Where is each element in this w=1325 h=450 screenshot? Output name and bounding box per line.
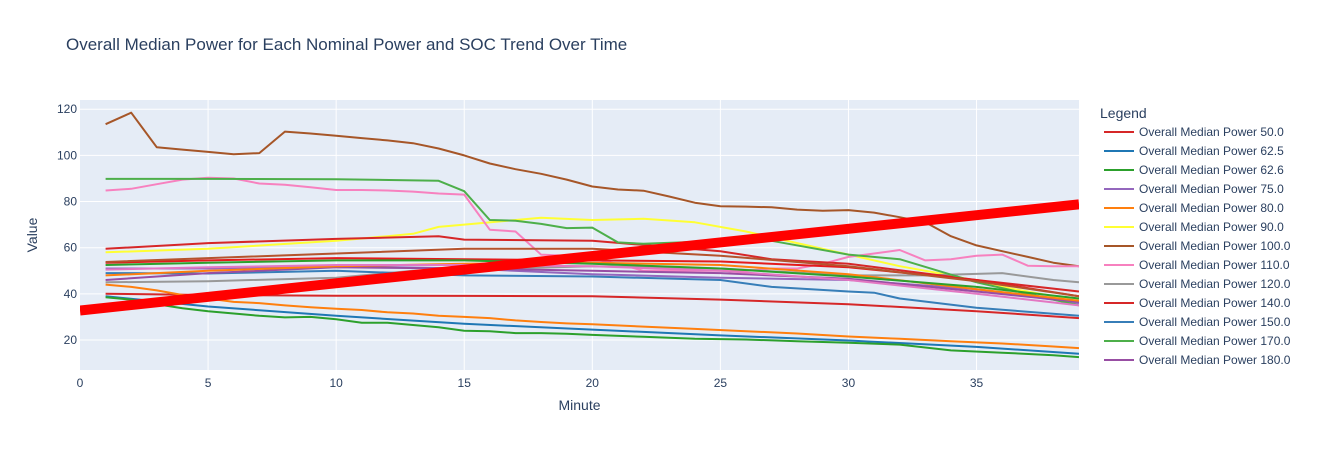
- legend-entry[interactable]: Overall Median Power 62.5: [1139, 144, 1284, 158]
- legend-entry[interactable]: Overall Median Power 75.0: [1139, 182, 1284, 196]
- y-tick-label: 40: [64, 287, 78, 301]
- legend-entry[interactable]: Overall Median Power 50.0: [1139, 125, 1284, 139]
- legend-entry[interactable]: Overall Median Power 110.0: [1139, 258, 1290, 272]
- series-line-10: [105, 269, 1079, 317]
- legend-entry[interactable]: Overall Median Power 150.0: [1139, 315, 1291, 329]
- x-tick-label: 25: [714, 376, 728, 390]
- series-line-2: [105, 296, 1079, 359]
- legend-entry[interactable]: Overall Median Power 100.0: [1139, 239, 1291, 253]
- plot-background: [80, 100, 1079, 370]
- legend-entry[interactable]: Overall Median Power 140.0: [1139, 296, 1291, 310]
- x-tick-label: 5: [205, 376, 212, 390]
- y-ticks: 20 40 60 80 100 120: [57, 102, 77, 347]
- series-line-3: [105, 265, 1079, 305]
- series-line-18: [80, 199, 1079, 316]
- series-lines: [80, 111, 1079, 359]
- series-line-17: [105, 264, 1079, 307]
- y-axis-title: Value: [24, 217, 40, 252]
- x-tick-label: 35: [970, 376, 984, 390]
- series-line-5: [105, 216, 1079, 300]
- y-tick-label: 80: [64, 195, 78, 209]
- legend: Overall Median Power 50.0 Overall Median …: [1104, 125, 1291, 367]
- x-tick-label: 20: [586, 376, 600, 390]
- x-tick-label: 10: [329, 376, 343, 390]
- x-axis-title: Minute: [558, 397, 600, 413]
- series-line-4: [105, 283, 1079, 350]
- series-line-16: [105, 259, 1079, 300]
- legend-entry[interactable]: Overall Median Power 170.0: [1139, 334, 1291, 348]
- y-tick-label: 20: [64, 333, 78, 347]
- y-tick-label: 100: [57, 148, 77, 162]
- legend-entry[interactable]: Overall Median Power 180.0: [1139, 353, 1291, 367]
- series-line-12: [105, 266, 1079, 303]
- legend-entry[interactable]: Overall Median Power 90.0: [1139, 220, 1284, 234]
- x-tick-label: 30: [842, 376, 856, 390]
- series-line-11: [105, 177, 1079, 307]
- series-line-1: [105, 295, 1079, 355]
- x-tick-label: 15: [458, 376, 472, 390]
- legend-entry[interactable]: Overall Median Power 120.0: [1139, 277, 1291, 291]
- series-line-15: [105, 247, 1079, 298]
- y-tick-label: 120: [57, 102, 77, 116]
- series-line-9: [105, 235, 1079, 293]
- legend-entry[interactable]: Overall Median Power 80.0: [1139, 201, 1284, 215]
- y-tick-label: 60: [64, 241, 78, 255]
- legend-entry[interactable]: Overall Median Power 62.6: [1139, 163, 1284, 177]
- x-tick-label: 0: [77, 376, 84, 390]
- x-ticks: 0 5 10 15 20 25 30 35: [77, 376, 984, 390]
- chart-title: Overall Median Power for Each Nominal Po…: [66, 35, 627, 54]
- legend-title: Legend: [1100, 105, 1147, 121]
